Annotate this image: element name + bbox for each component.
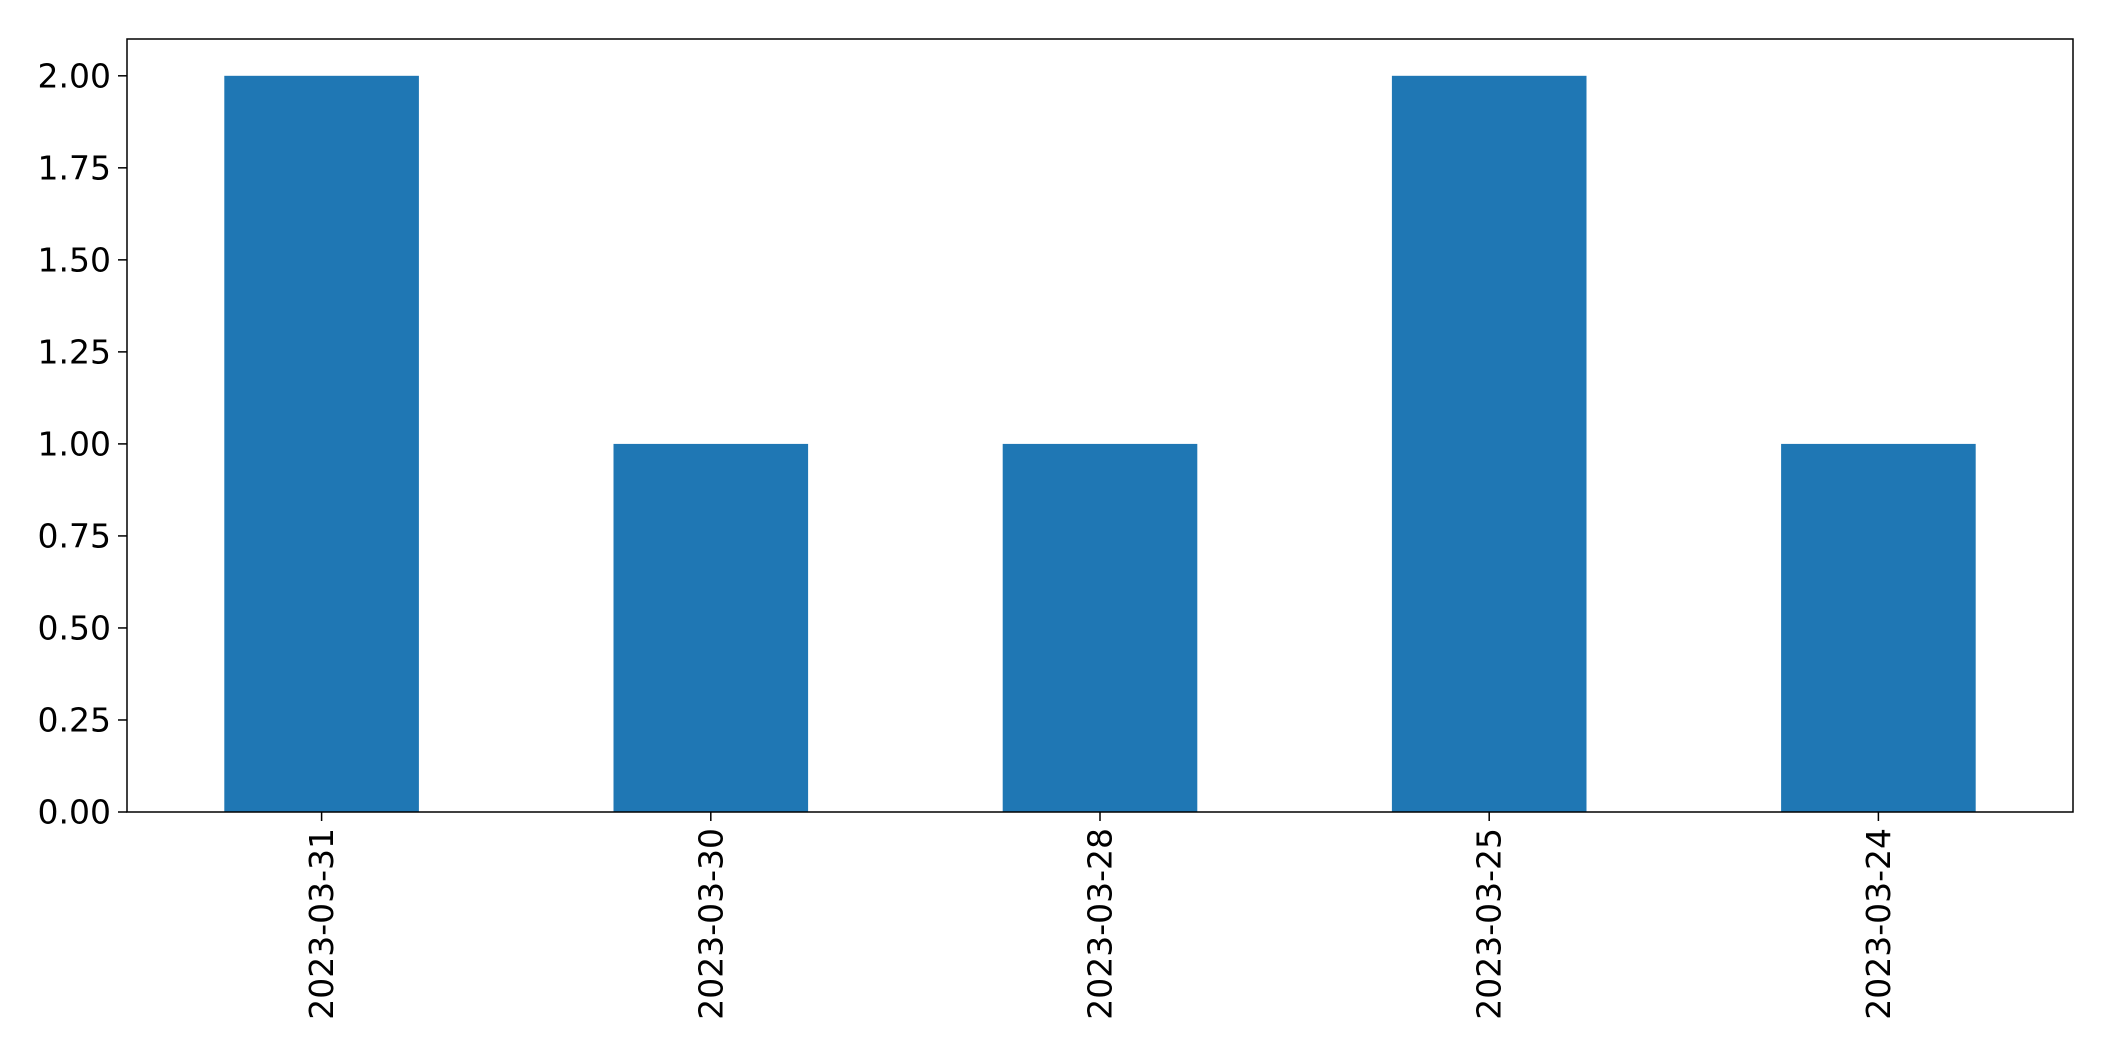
y-tick-label: 0.25 — [38, 700, 111, 739]
x-axis: 2023-03-31 2023-03-30 2023-03-28 2023-03-25… — [302, 812, 1898, 1020]
x-tick-label: 2023-03-25 — [1470, 828, 1509, 1020]
bar-2023-03-30 — [613, 443, 809, 812]
y-tick-label: 1.75 — [38, 148, 111, 187]
y-tick-label: 0.50 — [38, 608, 111, 647]
bar-2023-03-25 — [1391, 75, 1587, 813]
y-tick-label: 0.75 — [38, 516, 111, 555]
x-tick-label: 2023-03-31 — [302, 828, 341, 1020]
y-tick-label: 2.00 — [38, 56, 111, 95]
x-tick-label: 2023-03-24 — [1859, 828, 1898, 1020]
bars-group — [224, 75, 1976, 813]
y-tick-label: 1.50 — [38, 240, 111, 279]
bar-2023-03-24 — [1781, 443, 1976, 812]
bar-2023-03-31 — [224, 75, 419, 813]
y-tick-label: 1.00 — [38, 424, 111, 463]
x-tick-label: 2023-03-30 — [691, 828, 730, 1020]
y-tick-label: 1.25 — [38, 332, 111, 371]
y-axis: 0.00 0.25 0.50 0.75 1.00 1.25 1.50 1.75 2.00 — [38, 56, 127, 832]
bar-2023-03-28 — [1002, 443, 1198, 812]
y-tick-label: 0.00 — [38, 793, 111, 832]
x-tick-label: 2023-03-28 — [1081, 828, 1120, 1020]
plot-frame — [126, 38, 2074, 813]
